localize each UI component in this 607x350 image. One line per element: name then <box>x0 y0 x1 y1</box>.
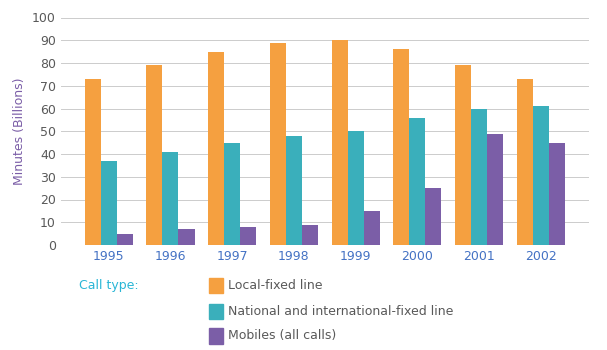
Bar <box>533 106 549 245</box>
Bar <box>270 42 286 245</box>
Bar <box>224 143 240 245</box>
Bar <box>85 79 101 245</box>
Bar <box>348 131 364 245</box>
Bar <box>240 227 256 245</box>
Bar <box>549 143 565 245</box>
Bar <box>471 108 487 245</box>
Text: National and international-fixed line: National and international-fixed line <box>228 305 453 318</box>
Bar <box>163 152 178 245</box>
Bar <box>393 49 409 245</box>
Bar <box>517 79 533 245</box>
Bar <box>178 229 194 245</box>
Text: Call type:: Call type: <box>79 279 138 292</box>
Bar <box>331 40 348 245</box>
Bar <box>426 188 441 245</box>
Bar <box>409 118 426 245</box>
Bar <box>487 134 503 245</box>
Bar <box>286 136 302 245</box>
Bar <box>101 161 117 245</box>
Bar <box>146 65 163 245</box>
Bar <box>364 211 379 245</box>
Bar <box>302 225 318 245</box>
Y-axis label: Minutes (Billions): Minutes (Billions) <box>13 77 27 185</box>
Bar <box>117 234 133 245</box>
Bar <box>455 65 471 245</box>
Bar <box>208 51 224 245</box>
Text: Local-fixed line: Local-fixed line <box>228 279 322 292</box>
Text: Mobiles (all calls): Mobiles (all calls) <box>228 329 336 343</box>
